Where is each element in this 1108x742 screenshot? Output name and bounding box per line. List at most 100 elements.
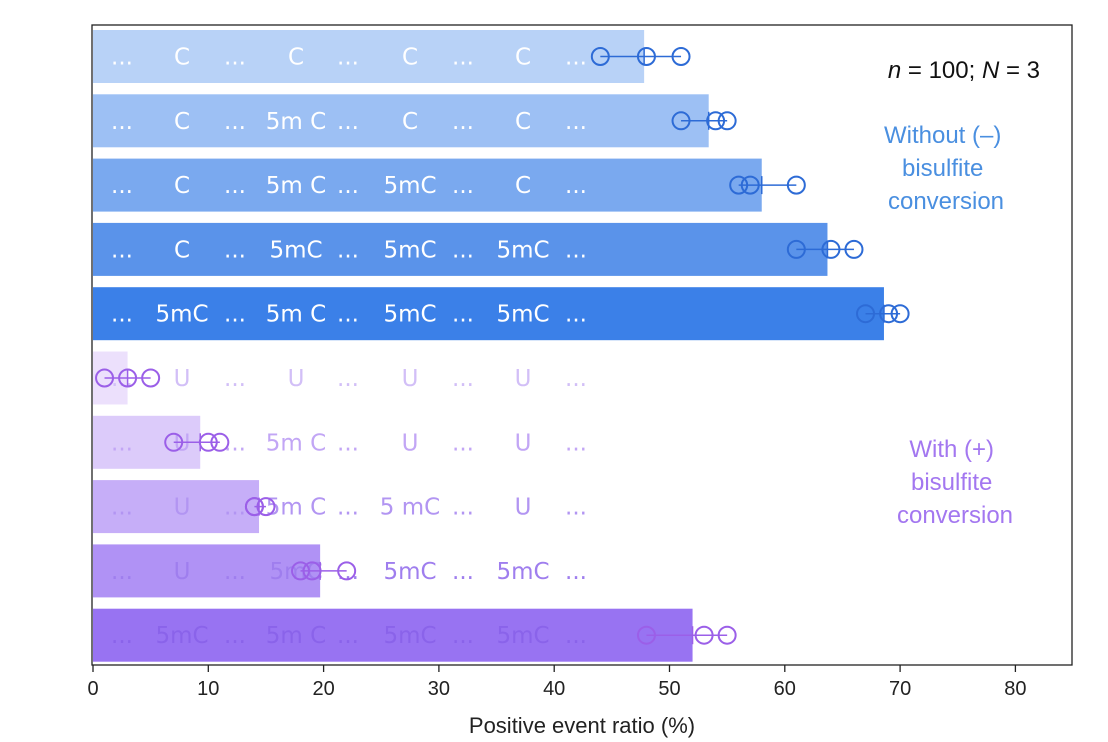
bar-9-seq-4: ... [337,623,359,649]
group-label-with-line-2: bisulfite [911,469,992,496]
x-tick-label-8: 80 [1004,678,1026,700]
bar-8-seq-7: 5mC [496,559,549,585]
bar-5-seq-2: ... [224,366,246,392]
bar-3-point-0 [786,239,806,259]
bar-8-seq-5: 5mC [383,559,436,585]
bar-7-seq-2: ... [224,495,246,521]
markers-layer [95,47,910,645]
bar-3-seq-5: 5mC [383,237,436,263]
bar-3-seq-3: 5mC [269,237,322,263]
group-label-with: With (+) bisulfite conversion [897,436,1013,529]
bar-3-seq-4: ... [337,237,359,263]
bar-9-seq-2: ... [224,623,246,649]
bar-9-point-0 [636,625,656,645]
bar-0-seq-7: C [515,45,531,71]
bar-1-point-1 [706,111,726,131]
bar-8-seq-6: ... [452,559,474,585]
x-tick-label-7: 70 [889,678,911,700]
bar-1-seq-5: C [402,109,418,135]
bar-2-point-1 [740,175,760,195]
bar-4-seq-8: ... [565,302,587,328]
bars-layer [93,30,884,662]
bar-0-point-2 [671,47,691,66]
bar-8-seq-2: ... [224,559,246,585]
bar-7-seq-4: ... [337,495,359,521]
bar-5-seq-5: U [402,366,419,392]
bar-8-point-2 [337,561,357,581]
bar-4-seq-2: ... [224,302,246,328]
bar-7-seq-6: ... [452,495,474,521]
bar-9 [93,608,693,662]
bar-4-seq-4: ... [337,302,359,328]
bar-1-seq-6: ... [452,109,474,135]
group-label-without-line-3: conversion [888,188,1004,215]
bar-6-point-0 [164,432,184,452]
bar-7-seq-0: ... [111,495,133,521]
bar-8-seq-1: U [174,559,191,585]
bar-1-seq-2: ... [224,109,246,135]
bar-1-point-0 [671,111,691,131]
bar-7-seq-8: ... [565,495,587,521]
bar-0-seq-5: C [402,45,418,71]
x-tick-label-3: 30 [428,678,450,700]
bar-9-seq-1: 5mC [155,623,208,649]
bar-3-point-1 [821,239,841,259]
x-tick-label-5: 50 [658,678,680,700]
x-tick-label-6: 60 [774,678,796,700]
bar-4-seq-3: 5m C [266,302,326,328]
bar-1-point-2 [717,111,737,131]
bar-6-seq-0: ... [111,430,133,456]
bar-2-seq-2: ... [224,173,246,199]
bar-0-point-1 [636,47,656,66]
bar-1-seq-8: ... [565,109,587,135]
bar-2-seq-4: ... [337,173,359,199]
bar-3 [93,222,828,276]
bar-8-point-1 [302,561,322,581]
bar-6-seq-3: 5m C [266,430,326,456]
bar-6-point-1 [198,432,218,452]
bar-0 [93,30,645,83]
bar-3-seq-0: ... [111,237,133,263]
group-label-without: Without (–) bisulfite conversion [884,122,1008,215]
bar-0-seq-1: C [174,45,190,71]
bar-6-seq-7: U [515,430,532,456]
bar-7-seq-7: U [515,495,532,521]
bar-7 [93,480,260,534]
bar-7-seq-5: 5 mC [380,495,440,521]
bar-5-point-1 [118,368,138,388]
x-axis-label: Positive event ratio (%) [469,713,695,738]
bar-0-seq-4: ... [337,45,359,71]
x-tick-label-0: 0 [87,678,98,700]
bar-5-seq-4: ... [337,366,359,392]
group-label-without-line-2: bisulfite [902,155,983,182]
bar-5-seq-3: U [288,366,305,392]
bar-4-seq-5: 5mC [383,302,436,328]
bar-2-seq-5: 5mC [383,173,436,199]
bar-7-point-1 [244,497,264,517]
sample-size-annotation: n = 100; N = 3 [888,57,1040,84]
bar-0-seq-6: ... [452,45,474,71]
bar-3-point-2 [844,239,864,259]
bar-2-seq-8: ... [565,173,587,199]
bar-4-point-2 [890,304,910,324]
bar-6-seq-4: ... [337,430,359,456]
x-tick-label-4: 40 [543,678,565,700]
x-tick-label-1: 10 [197,678,219,700]
bar-5-point-0 [95,368,115,388]
bar-6-seq-6: ... [452,430,474,456]
group-label-with-line-3: conversion [897,502,1013,529]
bar-9-seq-6: ... [452,623,474,649]
bar-7-seq-3: 5m C [266,495,326,521]
bar-0-seq-8: ... [565,45,587,71]
bar-0-seq-2: ... [224,45,246,71]
bar-9-point-1 [694,625,714,645]
bar-3-seq-2: ... [224,237,246,263]
x-axis: 0 10 20 30 40 50 60 70 80 [87,665,1027,700]
bar-3-seq-1: C [174,237,190,263]
x-tick-label-2: 20 [312,678,334,700]
bar-8-seq-0: ... [111,559,133,585]
bar-2-seq-6: ... [452,173,474,199]
bar-3-seq-6: ... [452,237,474,263]
bar-4 [93,287,884,341]
bar-6-point-2 [210,432,230,452]
